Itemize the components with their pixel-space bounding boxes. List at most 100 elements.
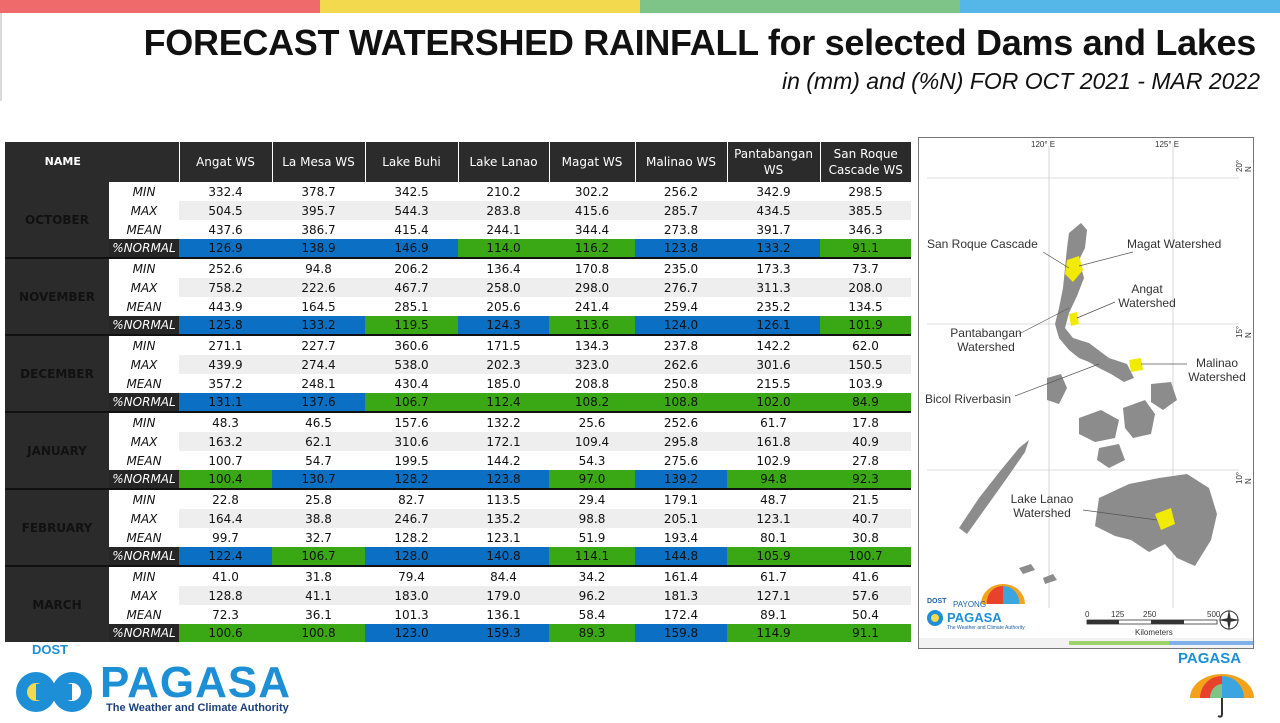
row-label: MIN — [109, 334, 179, 355]
rainfall-cell: 386.7 — [301, 222, 336, 237]
rainfall-cell: 57.6 — [820, 586, 911, 605]
mini-tagline: The Weather and Climate Authority — [947, 625, 1025, 631]
scale-unit: Kilometers — [1135, 628, 1173, 637]
rainfall-cell: 173.3 — [727, 257, 820, 278]
row-label: %NORMAL — [109, 393, 179, 412]
row-label: MIN — [109, 411, 179, 432]
dost-text: DOST — [32, 642, 69, 657]
rainfall-cell: 227.7 — [272, 334, 365, 355]
philippines-map-svg — [919, 146, 1253, 648]
rainfall-cell: 323.0 — [549, 355, 635, 374]
rainfall-cell: 285.7 — [635, 201, 727, 220]
table-row: OCTOBER MIN 332.4 378.7 342.5 210.2 302.2 256.2… — [5, 182, 911, 258]
rainfall-cell: 21.5 — [820, 488, 911, 509]
rainfall-cell: 40.9 — [820, 432, 911, 451]
visayas-islands — [1079, 382, 1177, 468]
rainfall-cell: 132.2 — [458, 411, 549, 432]
pagasa-logo: DOST PAGASA The Weather and Climate Auth… — [12, 642, 312, 718]
table-row: MAX 504.5 395.7 544.3 283.8 415.6 285.7 434.5 38… — [5, 201, 911, 220]
table-row: JANUARY MIN 48.3 46.5 157.6 132.2 25.6 252.6 61.… — [5, 411, 911, 489]
rainfall-cell: 259.4 — [663, 299, 699, 314]
percent-normal-cell: 114.9 — [727, 624, 820, 642]
palawan-island — [959, 440, 1029, 534]
rainfall-cell: 98.8 — [549, 509, 635, 528]
percent-normal-cell: 123.8 — [458, 470, 549, 489]
row-label: MEAN — [126, 607, 162, 622]
rainfall-cell: 54.7 — [305, 453, 332, 468]
rainfall-cell: 467.7 — [365, 278, 458, 297]
row-label: MAX — [130, 357, 158, 372]
rainfall-cell: 244.1 — [486, 222, 521, 237]
month-label: FEBRUARY — [5, 488, 109, 566]
table-body: OCTOBER MIN 332.4 378.7 342.5 210.2 302.2 256.2… — [5, 182, 911, 642]
mini-dost: DOST — [927, 598, 947, 605]
rainfall-cell: 54.3 — [578, 453, 606, 468]
percent-normal-cell: 131.1 — [179, 393, 272, 412]
percent-normal-cell: 122.4 — [179, 547, 272, 566]
table-row: %NORMAL 100.4 130.7 128.2 123.8 97.0 139.2 94.8… — [5, 470, 911, 489]
rainfall-cell: 183.0 — [365, 586, 458, 605]
lat-tick-15: 15° N — [1235, 325, 1253, 338]
rainfall-cell: 157.6 — [365, 411, 458, 432]
rainfall-cell: 256.2 — [663, 184, 699, 199]
column-header: Lake Lanao — [457, 142, 549, 182]
rainfall-cell: 310.6 — [365, 432, 458, 451]
row-label: MEAN — [126, 530, 162, 545]
rainfall-cell: 41.1 — [272, 586, 365, 605]
table-row: FEBRUARY MIN 22.8 25.8 82.7 113.5 29.4 179.1 48.… — [5, 488, 911, 566]
percent-normal-cell: 159.8 — [635, 624, 727, 642]
percent-normal-cell: 89.3 — [549, 624, 635, 642]
rainfall-cell: 46.5 — [272, 411, 365, 432]
malinao-label: Malinao Watershed — [1188, 356, 1246, 384]
rainfall-cell: 38.8 — [272, 509, 365, 528]
watershed-map: 120° E 125° E 20° N 15° N 10° N San Roqu… — [918, 137, 1254, 649]
rainfall-cell: 34.2 — [549, 565, 635, 586]
percent-normal-cell: 138.9 — [272, 239, 365, 258]
rainfall-cell: 123.1 — [486, 530, 521, 545]
rainfall-cell: 62.0 — [820, 334, 911, 355]
page-title: FORECAST WATERSHED RAINFALL for selected… — [143, 22, 1257, 63]
rainfall-cell: 80.1 — [760, 530, 787, 545]
rainfall-cell: 346.3 — [848, 222, 883, 237]
percent-normal-cell: 133.2 — [727, 239, 820, 258]
lanao-label: Lake Lanao Watershed — [1010, 492, 1074, 520]
rainfall-cell: 430.4 — [394, 376, 429, 391]
rainfall-cell: 27.8 — [852, 453, 879, 468]
percent-normal-cell: 106.7 — [365, 393, 458, 412]
rainfall-cell: 79.4 — [365, 565, 458, 586]
rainfall-cell: 538.0 — [365, 355, 458, 374]
percent-normal-cell: 144.8 — [635, 547, 727, 566]
rainfall-cell: 29.4 — [549, 488, 635, 509]
rainfall-cell: 142.2 — [727, 334, 820, 355]
compass-rose-icon — [1218, 609, 1240, 631]
mini-payong: PAYONG — [953, 600, 987, 609]
rainfall-cell: 758.2 — [179, 278, 272, 297]
table-row: MAX 163.2 62.1 310.6 172.1 109.4 295.8 161.8 40.… — [5, 432, 911, 451]
rainfall-cell: 51.9 — [578, 530, 606, 545]
rainfall-cell: 128.2 — [394, 530, 429, 545]
rainfall-cell: 135.2 — [458, 509, 549, 528]
percent-normal-cell: 128.2 — [365, 470, 458, 489]
leader-line — [1014, 363, 1100, 397]
rainfall-cell: 73.7 — [820, 257, 911, 278]
leader-line — [1076, 301, 1116, 319]
row-label: MEAN — [126, 222, 162, 237]
column-header: Malinao WS — [634, 142, 727, 182]
row-label: %NORMAL — [109, 316, 179, 335]
table-row: %NORMAL 126.9 138.9 146.9 114.0 116.2 123.8 133… — [5, 239, 911, 258]
rainfall-cell: 544.3 — [365, 201, 458, 220]
rainfall-cell: 210.2 — [486, 184, 521, 199]
percent-normal-cell: 128.0 — [365, 547, 458, 566]
table-row: MAX 164.4 38.8 246.7 135.2 98.8 205.1 123.1 40.7 — [5, 509, 911, 528]
month-label: NOVEMBER — [5, 257, 109, 335]
rainfall-cell: 163.2 — [179, 432, 272, 451]
rainfall-cell: 283.8 — [458, 201, 549, 220]
rainfall-cell: 36.1 — [305, 607, 332, 622]
column-header: Lake Buhi — [364, 142, 458, 182]
rainfall-cell: 30.8 — [852, 530, 879, 545]
month-label: JANUARY — [5, 411, 109, 489]
row-label: MIN — [109, 257, 179, 278]
rainfall-cell: 32.7 — [305, 530, 332, 545]
rainfall-cell: 62.1 — [272, 432, 365, 451]
row-label: MAX — [130, 280, 158, 295]
